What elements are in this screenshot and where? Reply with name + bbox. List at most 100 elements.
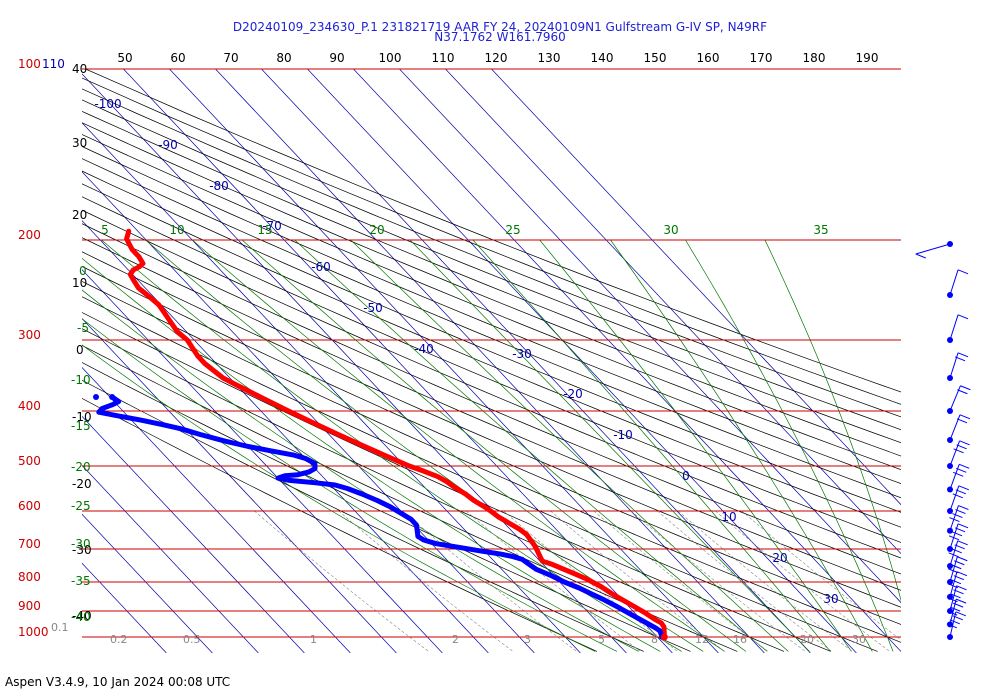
moist-adiabat-label: -30	[71, 537, 91, 551]
wind-barb-feather	[957, 314, 969, 320]
wind-barb-feather	[954, 356, 966, 362]
left-scale-label: -10	[72, 410, 92, 424]
moist-adiabat-line	[101, 239, 682, 652]
top-axis-tick: 190	[856, 51, 879, 65]
dewpoint-point	[18, 392, 24, 398]
left-scale-label: 10	[72, 276, 87, 290]
wind-barb	[947, 385, 971, 414]
dry-adiabat-line	[82, 223, 901, 575]
isotherm-label: -30	[512, 347, 532, 361]
left-scale-label: -30	[72, 543, 92, 557]
top-axis-tick: 80	[276, 51, 291, 65]
dry-adiabat-line	[82, 237, 901, 591]
wind-barb-feather	[953, 589, 964, 595]
dry-adiabat-line	[82, 170, 901, 513]
isotherm-label: -10	[613, 428, 633, 442]
dewpoint-point	[74, 393, 80, 399]
moist-adiabat-line	[82, 318, 618, 652]
moist-adiabat-label: -20	[71, 460, 91, 474]
temperature-profile	[124, 228, 667, 640]
wind-barb-feather	[950, 593, 961, 599]
wind-barb-feather	[957, 523, 969, 529]
isotherm-line	[260, 69, 811, 653]
wind-barb-feather	[951, 548, 962, 554]
wind-barb	[947, 440, 970, 470]
wind-barb-feather	[953, 575, 965, 581]
wind-barb	[947, 414, 971, 444]
isotherm-label: -80	[209, 179, 229, 193]
dewpoint-profile	[96, 394, 665, 640]
wind-barb-feather	[953, 471, 964, 477]
dry-adiabat-line	[82, 183, 901, 528]
footer-text: Aspen V3.4.9, 10 Jan 2024 00:08 UTC	[5, 675, 231, 689]
isotherm-label: -50	[363, 301, 383, 315]
mixing-ratio-line	[254, 510, 429, 652]
isotherm-label: -100	[94, 97, 121, 111]
isotherm-line	[82, 220, 489, 653]
dewpoint-point	[55, 393, 61, 399]
pressure-label: 900	[18, 599, 41, 613]
isotherm-line	[82, 366, 351, 653]
dry-adiabat-line	[82, 158, 901, 499]
wind-barb-feather	[957, 269, 969, 275]
wind-barb-feather	[956, 418, 968, 424]
pressure-label: 1000	[18, 625, 49, 639]
wind-barb-staff	[949, 385, 961, 412]
dry-adiabat-line	[82, 362, 691, 652]
mixing-ratio-line	[503, 510, 678, 652]
wind-barb	[947, 571, 968, 600]
moist-adiabat-line	[685, 239, 894, 652]
moist-adiabat-line	[192, 239, 725, 652]
wind-barb-feather	[957, 556, 968, 562]
wind-barb-feather	[952, 615, 963, 621]
isotherm-label: -60	[311, 260, 331, 274]
wind-barb-staff	[949, 269, 959, 296]
wind-barb	[947, 269, 969, 299]
wind-barb-feather	[954, 527, 966, 533]
mixing-ratio-label: 2	[452, 633, 459, 646]
dry-adiabat-line	[82, 146, 901, 484]
isotherm-label: 0	[682, 469, 690, 483]
isotherm-line	[82, 122, 581, 653]
wind-barb-feather	[956, 571, 968, 577]
isotherm-label: -20	[563, 387, 583, 401]
wind-barb	[946, 611, 966, 640]
top-axis-tick: 130	[538, 51, 561, 65]
mixing-ratio-label: 16	[733, 633, 747, 646]
isotherm-label: -70	[262, 219, 282, 233]
dry-adiabat-line	[82, 196, 901, 543]
top-axis-tick: 60	[170, 51, 185, 65]
mixing-ratio-label: 1	[310, 633, 317, 646]
isotherm-line	[352, 69, 901, 653]
wind-barb-feather	[952, 493, 964, 499]
pressure-label: 600	[18, 499, 41, 513]
dry-adiabat-line	[82, 312, 831, 652]
isotherm-line	[398, 69, 901, 604]
dewpoint-point	[36, 392, 42, 398]
mixing-ratio-label: 12	[695, 633, 709, 646]
dry-adiabat-line	[82, 266, 901, 625]
wind-barb	[947, 523, 969, 553]
dry-adiabat-line	[82, 110, 901, 444]
wind-barb-feather	[959, 440, 970, 446]
isotherm-line	[82, 73, 627, 653]
top-axis-tick: 70	[223, 51, 238, 65]
isotherm-label: -40	[414, 342, 434, 356]
wind-barb-staff	[949, 414, 961, 441]
top-axis-tick: 110	[432, 51, 455, 65]
wind-barb-feather	[953, 448, 964, 454]
top-axis-tick: 120	[485, 51, 508, 65]
dry-adiabat-label: 35	[813, 223, 828, 237]
dry-adiabat-line	[82, 209, 901, 559]
mixing-ratio-label: 5	[598, 633, 605, 646]
mixing-ratio-line	[593, 510, 769, 652]
isotherm-label: 10	[721, 510, 736, 524]
wind-barb-feather	[958, 505, 969, 510]
moist-adiabat-line	[294, 239, 768, 652]
wind-barb-staff	[949, 352, 959, 379]
wind-barb-feather	[956, 444, 967, 450]
wind-barb-feather	[954, 560, 965, 566]
wind-barb-feather	[949, 517, 960, 522]
